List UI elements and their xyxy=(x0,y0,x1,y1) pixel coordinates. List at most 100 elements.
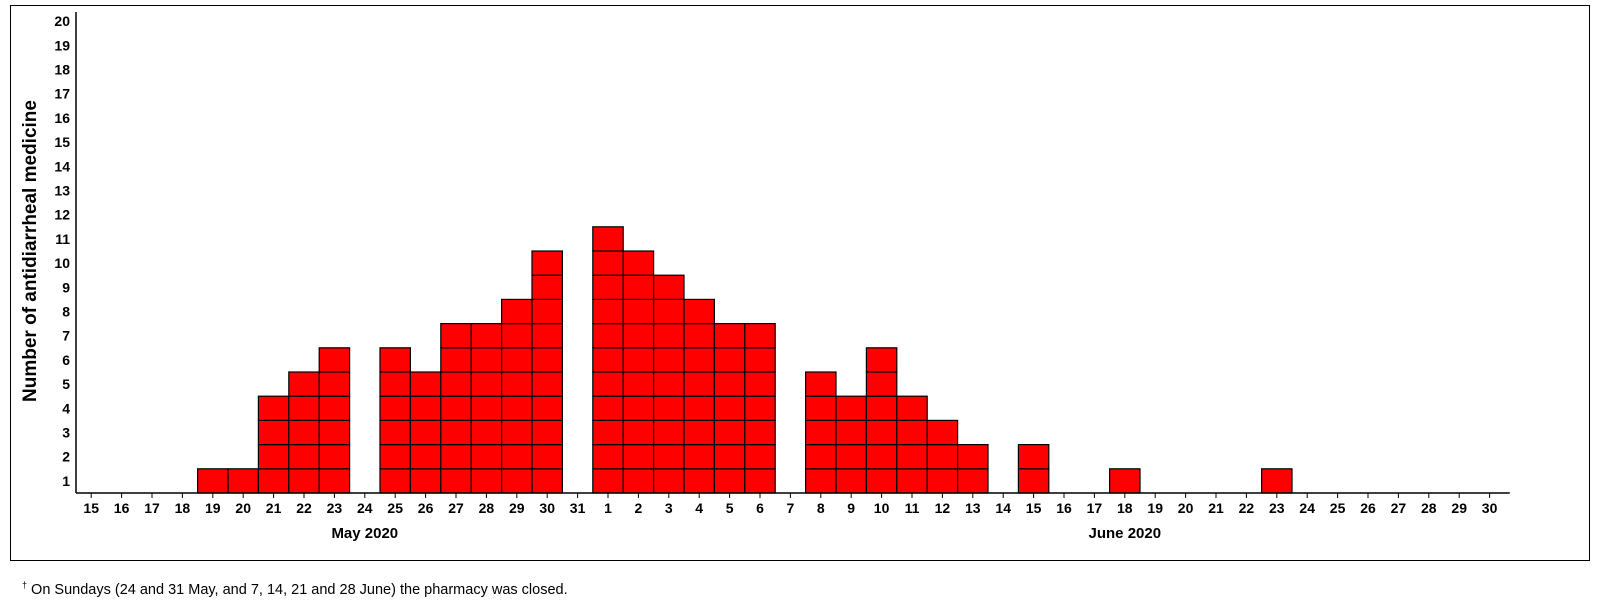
bar-cell xyxy=(531,274,563,301)
bar-cell xyxy=(592,371,624,397)
bar-cell xyxy=(592,347,624,373)
bar-cell xyxy=(804,395,837,422)
x-tick-label: 27 xyxy=(1391,500,1407,516)
x-tick-label: 24 xyxy=(1299,500,1315,516)
bar-cell xyxy=(501,298,533,325)
y-tick-label: 8 xyxy=(62,304,70,320)
bar-cell xyxy=(1108,468,1141,494)
bar-cell xyxy=(744,468,776,494)
bar-cell xyxy=(440,395,472,422)
bar-cell xyxy=(440,347,472,373)
bar-cell xyxy=(896,444,928,470)
bar-cell xyxy=(288,371,320,397)
bar-cell xyxy=(835,419,867,446)
month-label: May 2020 xyxy=(331,525,398,542)
y-tick-label: 9 xyxy=(62,279,70,295)
x-tick-label: 31 xyxy=(570,500,586,516)
y-tick-label: 10 xyxy=(54,255,70,271)
x-tick-label: 6 xyxy=(756,500,764,516)
y-tick-label: 12 xyxy=(54,207,70,223)
bar-cell xyxy=(440,444,472,470)
x-tick-label: 2 xyxy=(635,500,643,516)
x-tick-label: 16 xyxy=(1056,500,1072,516)
bar-cell xyxy=(896,419,928,446)
y-tick-label: 5 xyxy=(62,376,70,392)
bar-cell xyxy=(622,444,655,470)
x-tick-label: 20 xyxy=(235,500,251,516)
x-tick-label: 16 xyxy=(114,500,130,516)
bar-cell xyxy=(379,347,411,373)
bar-cell xyxy=(288,444,320,470)
bar-cell xyxy=(652,347,685,373)
bar-cell xyxy=(713,419,746,446)
bar-cell xyxy=(440,371,472,397)
x-tick-label: 30 xyxy=(1482,500,1498,516)
bar-cell xyxy=(531,250,563,276)
x-tick-label: 15 xyxy=(83,500,99,516)
bar-cell xyxy=(622,274,655,301)
bar-cell xyxy=(622,323,655,349)
bar-cell xyxy=(865,419,898,446)
y-tick-label: 4 xyxy=(62,400,70,416)
bar-cell xyxy=(592,298,624,325)
bar-cell xyxy=(409,419,442,446)
bar-cell xyxy=(257,419,290,446)
bar-cell xyxy=(926,419,959,446)
x-tick-label: 8 xyxy=(817,500,825,516)
x-tick-label: 1 xyxy=(604,500,612,516)
y-tick-label: 1 xyxy=(62,473,70,489)
bar-cell xyxy=(683,468,715,494)
y-tick-label: 19 xyxy=(54,37,70,53)
bar-cell xyxy=(318,371,351,397)
bar-cell xyxy=(257,395,290,422)
bar-cell xyxy=(197,468,229,494)
bar-cell xyxy=(1017,468,1050,494)
bar-cell xyxy=(501,395,533,422)
x-tick-label: 4 xyxy=(695,500,703,516)
bar-cell xyxy=(501,419,533,446)
x-tick-label: 12 xyxy=(935,500,951,516)
bar-cell xyxy=(652,323,685,349)
x-tick-label: 26 xyxy=(418,500,434,516)
bar-cell xyxy=(379,468,411,494)
bar-cell xyxy=(318,347,351,373)
bar-cell xyxy=(501,323,533,349)
bar-cell xyxy=(622,347,655,373)
x-tick-label: 23 xyxy=(327,500,343,516)
bar-cell xyxy=(865,371,898,397)
bar-cell xyxy=(501,347,533,373)
x-tick-label: 19 xyxy=(205,500,221,516)
bar-cell xyxy=(683,298,715,325)
bar-cell xyxy=(592,226,624,252)
bar-cell xyxy=(683,323,715,349)
bar-cell xyxy=(804,468,837,494)
bar-cell xyxy=(288,419,320,446)
bar-cell xyxy=(531,468,563,494)
bar-cell xyxy=(744,347,776,373)
bar-cell xyxy=(379,419,411,446)
bar-cell xyxy=(744,395,776,422)
bar-cell xyxy=(288,395,320,422)
y-tick-label: 7 xyxy=(62,328,70,344)
y-tick-label: 13 xyxy=(54,183,70,199)
x-tick-label: 5 xyxy=(726,500,734,516)
bar-cell xyxy=(804,371,837,397)
bar-cell xyxy=(744,323,776,349)
bar-cell xyxy=(531,323,563,349)
bar-cell xyxy=(227,468,259,494)
bar-cell xyxy=(470,347,503,373)
bar-cell xyxy=(440,323,472,349)
chart-frame xyxy=(10,5,1590,561)
y-tick-label: 6 xyxy=(62,352,70,368)
x-tick-label: 28 xyxy=(479,500,495,516)
bar-cell xyxy=(956,468,989,494)
footnote: † On Sundays (24 and 31 May, and 7, 14, … xyxy=(22,580,568,598)
bar-cell xyxy=(835,468,867,494)
bar-cell xyxy=(622,468,655,494)
bar-cell xyxy=(592,468,624,494)
bar-cell xyxy=(896,395,928,422)
bar-cell xyxy=(318,395,351,422)
bar-cell xyxy=(257,468,290,494)
bar-cell xyxy=(683,395,715,422)
